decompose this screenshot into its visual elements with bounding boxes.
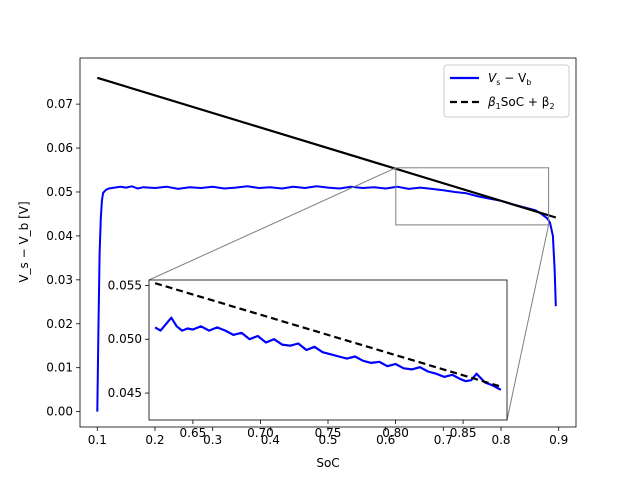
legend-measured-main: V xyxy=(488,71,497,85)
legend-measured-sub1: s xyxy=(496,78,500,87)
legend-fit-sub2: 2 xyxy=(549,102,554,111)
inset-series-line-fit xyxy=(154,282,502,388)
y-tick-label: 0.04 xyxy=(46,229,73,243)
main-x-ticks: 0.1 0.2 0.3 0.4 0.5 0.6 0.7 0.8 0.9 xyxy=(88,427,568,447)
x-tick-label: 0.2 xyxy=(145,433,164,447)
y-tick-label: 0.02 xyxy=(46,317,73,331)
inset-series-layer xyxy=(154,282,502,391)
inset-series-line-measured xyxy=(154,316,502,391)
legend-fit-sub1: 1 xyxy=(496,102,501,111)
main-y-ticks: 0.00 0.01 0.02 0.03 0.04 0.05 0.06 0.07 xyxy=(46,97,80,419)
x-tick-label: 0.9 xyxy=(549,433,568,447)
legend-label-fit: β1SoC + β2 xyxy=(487,95,555,111)
legend-measured-sub2: b xyxy=(526,78,531,87)
inset-y-ticks: 0.045 0.050 0.055 xyxy=(108,278,149,400)
inset-plot-area xyxy=(149,280,507,420)
legend-label-measured: Vs − Vb xyxy=(488,71,531,87)
inset-x-tick-label: 0.75 xyxy=(315,426,342,440)
inset-x-tick-label: 0.80 xyxy=(382,426,409,440)
x-tick-label: 0.7 xyxy=(434,433,453,447)
x-tick-label: 0.1 xyxy=(88,433,107,447)
inset-x-tick-label: 0.70 xyxy=(247,426,274,440)
inset-y-tick-label: 0.055 xyxy=(108,278,142,292)
x-tick-label: 0.8 xyxy=(491,433,510,447)
legend-measured-mid: − V xyxy=(500,71,527,85)
x-tick-label: 0.5 xyxy=(318,433,337,447)
inset-x-tick-label: 0.65 xyxy=(180,426,207,440)
legend-fit-main: β xyxy=(487,95,496,109)
y-tick-label: 0.05 xyxy=(46,185,73,199)
y-axis-label: V_s − V_b [V] xyxy=(17,201,31,282)
zoom-region-indicator xyxy=(395,167,550,226)
y-tick-label: 0.06 xyxy=(46,141,73,155)
y-tick-label: 0.00 xyxy=(46,405,73,419)
inset-connector-left xyxy=(148,167,397,281)
inset-x-ticks: 0.65 0.70 0.75 0.80 0.85 xyxy=(180,420,477,440)
x-tick-label: 0.6 xyxy=(376,433,395,447)
x-axis-label: SoC xyxy=(316,456,339,470)
y-tick-label: 0.01 xyxy=(46,361,73,375)
series-line-fit xyxy=(96,76,557,219)
main-series-layer xyxy=(96,76,557,412)
inset-y-tick-label: 0.045 xyxy=(108,386,142,400)
inset-y-tick-label: 0.050 xyxy=(108,332,142,346)
legend: Vs − Vb β1SoC + β2 xyxy=(443,64,570,118)
y-tick-label: 0.03 xyxy=(46,273,73,287)
x-tick-label: 0.4 xyxy=(261,433,280,447)
inset-connector-right xyxy=(506,224,550,421)
inset-x-tick-label: 0.85 xyxy=(450,426,477,440)
y-tick-label: 0.07 xyxy=(46,97,73,111)
x-tick-label: 0.3 xyxy=(203,433,222,447)
legend-fit-mid: SoC + β xyxy=(501,95,550,109)
